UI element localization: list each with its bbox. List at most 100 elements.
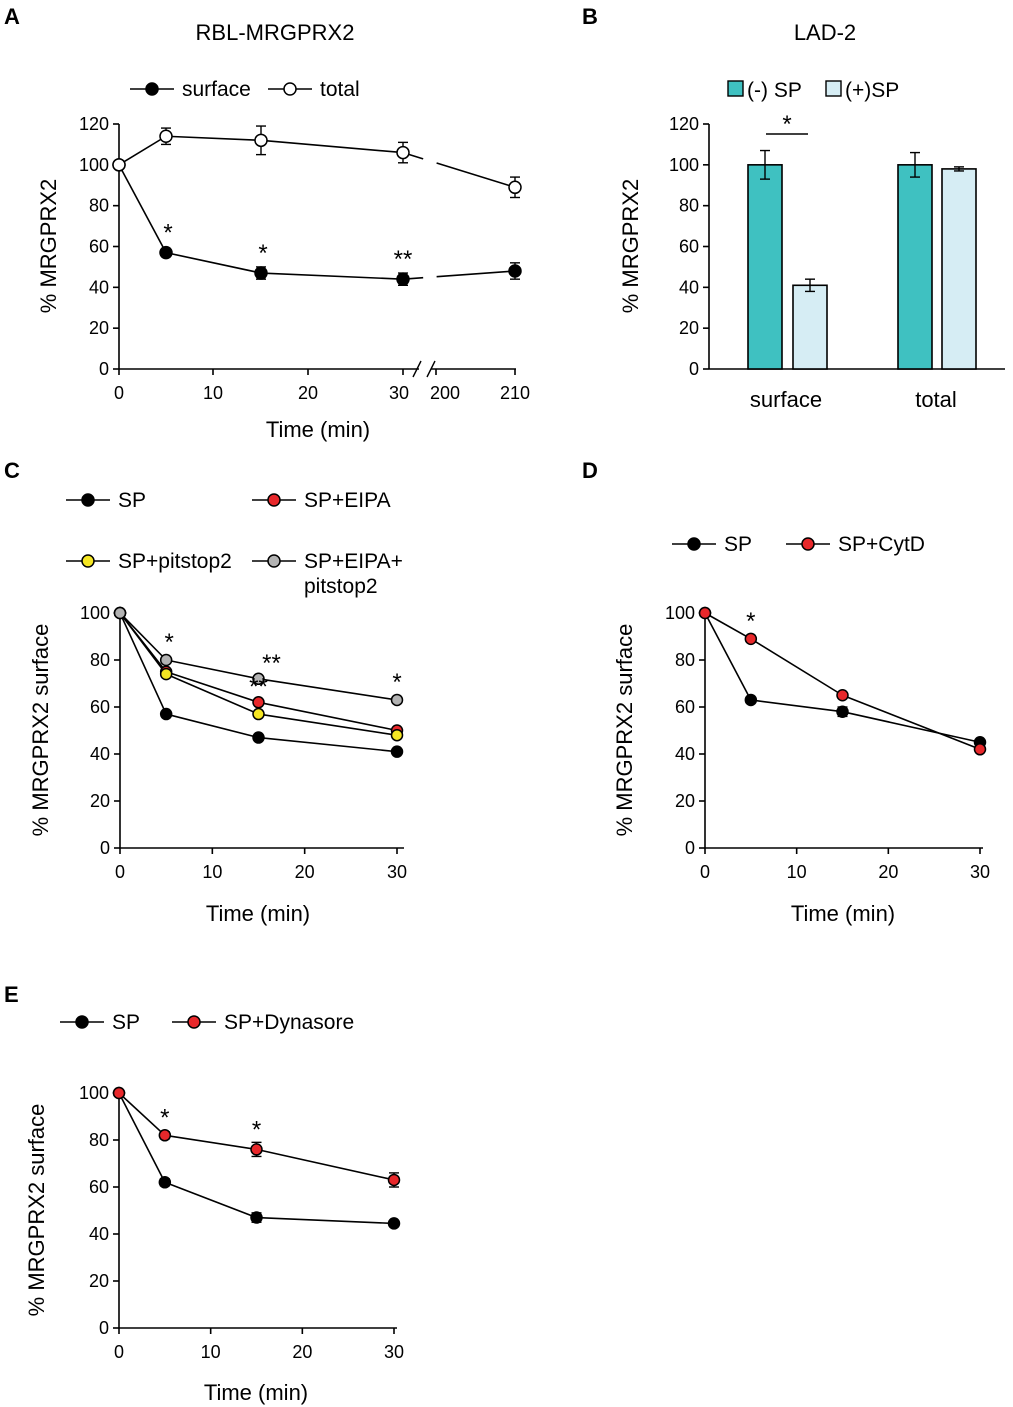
panel-e-series-1-point: [112, 1086, 126, 1100]
panel-c-significance-30: *: [392, 669, 401, 696]
panel-d-series-1-point: [698, 606, 712, 620]
panel-b-errbar-total-0: [910, 151, 920, 178]
panel-c-series-2-point: [159, 667, 173, 681]
panel-a-axis-break-1: [412, 360, 422, 378]
panel-d-legend-sp: SP: [672, 533, 752, 556]
panel-a-total-line-seg: [165, 135, 262, 142]
panel-a-surface-point: [254, 266, 268, 280]
panel-c-series-1-line-seg: [165, 670, 259, 704]
panel-b-legend-swatch-0: [727, 80, 744, 97]
panel-c-series-3-line-seg: [258, 678, 398, 701]
panel-a-total-line-seg: [260, 139, 404, 154]
panel-b-category-surface: surface: [750, 387, 822, 412]
panel-a-total-line-seg: [118, 135, 167, 166]
panel-c-legend-sp-pitstop2-marker: [81, 554, 95, 568]
panel-c-series-2-line-seg: [119, 612, 167, 675]
panel-c-series-2-line-seg: [258, 713, 398, 736]
panel-b-errbar-total-1: [954, 166, 964, 172]
panel-c-x-axis-title: Time (min): [206, 901, 310, 926]
panel-a-y-tick-label-120: 120: [79, 114, 109, 134]
panel-d-significance-5: *: [746, 608, 755, 635]
panel-a-legend-total-marker: [283, 82, 297, 96]
panel-c-significance-15a: **: [262, 650, 281, 677]
panel-e-y-tick-label-60: 60: [89, 1177, 109, 1197]
panel-c-legend-sp-eipa-pitstop2-marker: [267, 554, 281, 568]
panel-b-legend-swatch-1: [825, 80, 842, 97]
panel-a-axis-break-2: [426, 360, 436, 378]
panel-e-letter: E: [4, 982, 19, 1007]
panel-e-y-tick-label-100: 100: [79, 1083, 109, 1103]
panel-a: A RBL-MRGPRX2 0 20 40 60 80 100 120 0 10 20 30 200 210…: [4, 4, 530, 442]
panel-e-y-tick-label-0: 0: [99, 1318, 109, 1338]
panel-e-legend-sp-marker: [75, 1015, 89, 1029]
panel-d-y-tick-label-40: 40: [675, 744, 695, 764]
panel-a-surface-point: [396, 272, 410, 286]
panel-d-y-axis-title: % MRGPRX2 surface: [612, 624, 637, 837]
panel-e-legend-sp: SP: [60, 1011, 140, 1034]
panel-b-legend-label-0: (-) SP: [747, 79, 802, 102]
panel-a-y-tick-label-60: 60: [89, 237, 109, 257]
panel-c-letter: C: [4, 458, 20, 483]
panel-e-series-0-line-seg: [118, 1092, 166, 1183]
panel-a-x-tick-label-30: 30: [389, 383, 409, 403]
panel-e-x-tick-label-30: 30: [384, 1342, 404, 1362]
panel-d-series-1-line-seg: [750, 638, 843, 696]
panel-c-x-tick-label-10: 10: [202, 862, 222, 882]
panel-a-y-tick-label-40: 40: [89, 277, 109, 297]
panel-c-legend-sp-eipa-marker: [267, 493, 281, 507]
panel-d-legend-sp-cytd-label: SP+CytD: [838, 533, 925, 556]
panel-a-letter: A: [4, 4, 20, 29]
panel-c-y-tick-label-40: 40: [90, 744, 110, 764]
panel-a-total-point: [159, 129, 173, 143]
panel-c-series-0-point: [252, 731, 265, 744]
panel-d-legend-sp-label: SP: [724, 533, 752, 556]
panel-a-title: RBL-MRGPRX2: [196, 20, 355, 45]
panel-c-series-0-line-seg: [165, 713, 259, 739]
panel-c-legend-sp-eipa-pitstop2: SP+EIPA+: [252, 550, 403, 573]
panel-e-y-tick-label-20: 20: [89, 1271, 109, 1291]
panel-e-x-tick-label-20: 20: [292, 1342, 312, 1362]
panel-c-legend-sp-eipa: SP+EIPA: [252, 489, 391, 512]
panel-d-x-tick-label-10: 10: [787, 862, 807, 882]
panel-a-legend-surface-label: surface: [182, 78, 251, 101]
panel-d-y-tick-label-20: 20: [675, 791, 695, 811]
panel-d-legend-sp-marker: [687, 537, 701, 551]
panel-d-series-1-point: [744, 632, 758, 646]
panel-e-series-1-line-seg: [256, 1148, 395, 1181]
panel-c-series-1-line-seg: [258, 701, 398, 732]
panel-a-y-tick-label-80: 80: [89, 196, 109, 216]
panel-d-legend-sp-cytd: SP+CytD: [786, 533, 925, 556]
panel-d-y-tick-label-60: 60: [675, 697, 695, 717]
panel-b-y-tick-label-40: 40: [679, 277, 699, 297]
panel-a-x-tick-label-10: 10: [203, 383, 223, 403]
panel-b-bar-total-0: [897, 164, 933, 370]
panel-d-x-axis-title: Time (min): [791, 901, 895, 926]
panel-b-legend-label-1: (+)SP: [845, 79, 899, 102]
panel-d-series-0-line-seg: [842, 710, 981, 744]
panel-d-series-0-line-seg: [704, 612, 752, 701]
panel-c-series-0-line-seg: [119, 612, 167, 715]
panel-b-errbar-surface-0: [760, 149, 770, 180]
panel-c-y-tick-label-80: 80: [90, 650, 110, 670]
panel-c-y-tick-label-20: 20: [90, 791, 110, 811]
panel-a-total-point: [254, 133, 268, 148]
panel-d-series-1-point: [973, 743, 987, 756]
panel-b: B LAD-2 0 20 40 60 80 100 120 % MRGPRX2 surface tot…: [582, 4, 1005, 412]
panel-a-surface-point: [159, 245, 173, 260]
panel-a-legend-total-label: total: [320, 78, 360, 101]
panel-a-total-point: [112, 158, 126, 172]
panel-c-y-tick-label-0: 0: [100, 838, 110, 858]
panel-e-series-1-point: [158, 1129, 172, 1142]
panel-b-y-tick-label-120: 120: [669, 114, 699, 134]
panel-c-series-0-line-seg: [258, 736, 398, 753]
panel-a-x-tick-label-200: 200: [430, 383, 460, 403]
panel-b-bar-total-1: [941, 168, 977, 370]
panel-c-series-3-line-seg: [119, 612, 167, 661]
panel-e-y-tick-label-80: 80: [89, 1130, 109, 1150]
panel-d-y-tick-label-100: 100: [665, 603, 695, 623]
panel-a-significance: *: [258, 240, 267, 267]
panel-e-series-1-point: [387, 1173, 401, 1187]
panel-c-series-3-line-seg: [166, 659, 259, 680]
panel-b-bar-surface-1: [792, 284, 828, 370]
